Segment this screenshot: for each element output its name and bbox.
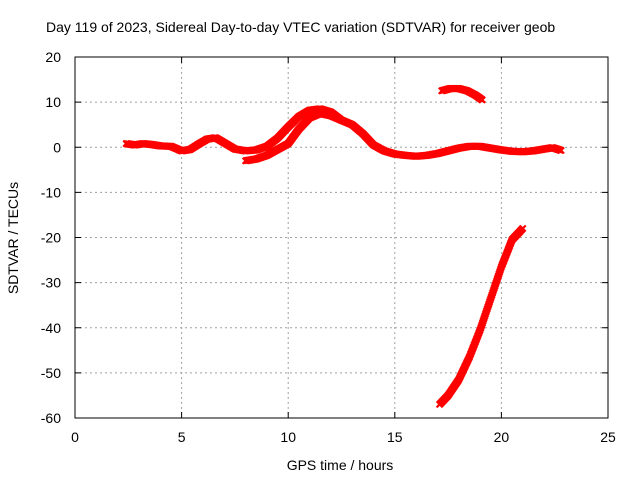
y-axis-label: SDTVAR / TECUs [5,182,21,294]
x-tick-label: 25 [600,429,616,445]
x-tick-label: 20 [494,429,510,445]
y-tick-label: 10 [45,94,61,110]
y-tick-label: -30 [41,275,61,291]
y-axis-ticks: -60 -50 -40 -30 -20 -10 0 10 20 [41,49,608,426]
series-steep-segment [435,224,527,409]
y-tick-label: -60 [41,410,61,426]
x-tick-label: 15 [387,429,403,445]
y-tick-label: 20 [45,49,61,65]
series-main-band [122,105,565,160]
data-point-mark [337,116,346,124]
y-tick-label: 0 [53,139,61,155]
y-tick-label: -50 [41,365,61,381]
data-point-mark [519,224,527,233]
data-point-mark [557,146,565,155]
x-tick-label: 5 [178,429,186,445]
grid-lines [75,57,608,418]
chart-title: Day 119 of 2023, Sidereal Day-to-day VTE… [46,19,555,35]
series-upper-segment [437,84,486,104]
y-tick-label: -10 [41,184,61,200]
x-tick-label: 0 [71,429,79,445]
y-tick-label: -20 [41,230,61,246]
x-tick-label: 10 [280,429,296,445]
y-tick-label: -40 [41,320,61,336]
series-lower-branch [241,109,346,165]
x-axis-ticks: 0 5 10 15 20 25 [71,57,616,445]
data-point-mark [478,96,486,104]
data-series-layer [122,84,565,409]
x-axis-label: GPS time / hours [287,457,394,473]
